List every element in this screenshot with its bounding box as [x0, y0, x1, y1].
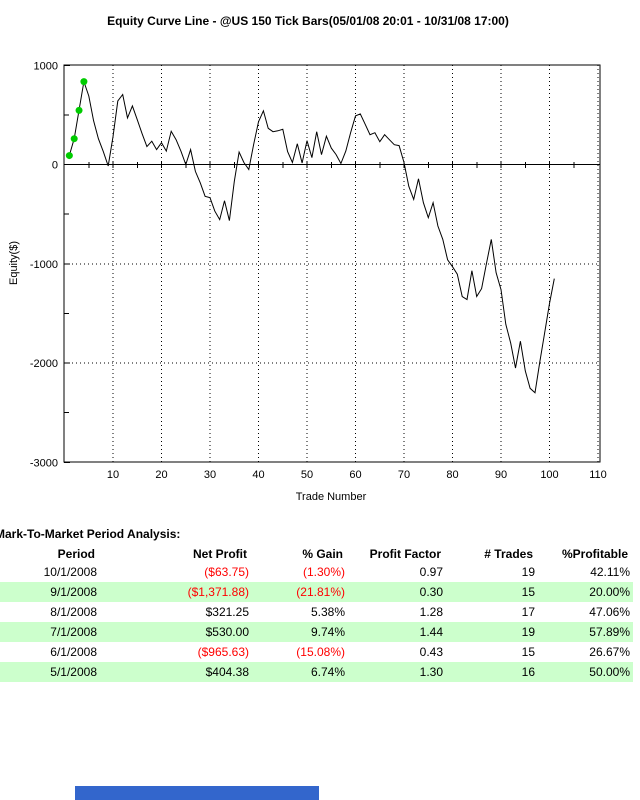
period-analysis-section: Mark-To-Market Period Analysis: Period Ne…: [0, 527, 640, 682]
equity-curve-chart: 1000 0 -1000 -2000 -3000 10 20 30 40 50 60 70 80 90 10…: [8, 60, 607, 503]
x-tick-label: 30: [204, 469, 216, 481]
analysis-title: Mark-To-Market Period Analysis:: [0, 527, 181, 541]
x-tick-label: 60: [349, 469, 361, 481]
chart-title: Equity Curve Line - @US 150 Tick Bars(05…: [107, 14, 509, 28]
table-cell: 6.74%: [310, 665, 345, 679]
table-row: 5/1/2008 $404.38 6.74% 1.30 16 50.00%: [0, 662, 633, 682]
table-cell: (1.30%): [302, 565, 345, 579]
table-cell: 26.67%: [589, 645, 630, 659]
trade-marker: [80, 78, 88, 86]
table-cell: 1.28: [419, 605, 443, 619]
table-cell: 5.38%: [310, 605, 345, 619]
table-cell: $530.00: [205, 625, 249, 639]
table-cell: 16: [521, 665, 535, 679]
x-axis-label: Trade Number: [296, 491, 367, 503]
table-cell: 20.00%: [589, 585, 630, 599]
x-tick-label: 70: [398, 469, 410, 481]
table-cell: 19: [521, 565, 535, 579]
x-tick-label: 80: [446, 469, 458, 481]
y-tick-label: -1000: [30, 259, 58, 271]
trade-marker: [65, 152, 73, 160]
x-tick-label: 100: [540, 469, 558, 481]
table-row: 9/1/2008 ($1,371.88) (21.81%) 0.30 15 20.00%: [0, 582, 633, 602]
table-cell: 42.11%: [590, 565, 630, 579]
y-tick-label: -3000: [30, 457, 58, 469]
table-cell: 1.30: [419, 665, 443, 679]
table-cell: $404.38: [205, 665, 249, 679]
table-cell: $321.25: [205, 605, 249, 619]
table-cell: 0.97: [419, 565, 443, 579]
table-cell: ($965.63): [197, 645, 249, 659]
column-header: Profit Factor: [369, 546, 441, 561]
analysis-table: Period Net Profit % Gain Profit Factor # Tra…: [0, 545, 633, 682]
column-header: # Trades: [484, 546, 533, 561]
table-cell: (15.08%): [296, 645, 345, 659]
table-row: 7/1/2008 $530.00 9.74% 1.44 19 57.89%: [0, 622, 633, 642]
table-cell: 9/1/2008: [50, 585, 97, 599]
table-cell: 5/1/2008: [50, 665, 97, 679]
y-tick-label: -2000: [30, 358, 58, 370]
table-cell: 0.43: [419, 645, 443, 659]
trade-marker: [75, 106, 83, 114]
x-tick-label: 10: [107, 469, 119, 481]
table-cell: 47.06%: [589, 605, 630, 619]
table-row: 6/1/2008 ($965.63) (15.08%) 0.43 15 26.67%: [0, 642, 633, 662]
trade-marker: [70, 135, 78, 143]
y-tick-label: 1000: [34, 60, 58, 72]
equity-curve-line: [68, 81, 555, 394]
y-axis-label: Equity($): [8, 241, 20, 285]
table-cell: 17: [521, 605, 535, 619]
horizontal-scrollbar-thumb[interactable]: [75, 786, 319, 800]
table-cell: 50.00%: [589, 665, 630, 679]
table-cell: 19: [521, 625, 535, 639]
table-cell: 8/1/2008: [50, 605, 97, 619]
table-cell: ($1,371.88): [187, 585, 249, 599]
y-tick-label: 0: [52, 160, 58, 172]
x-tick-label: 40: [252, 469, 264, 481]
table-cell: 6/1/2008: [50, 645, 97, 659]
table-cell: 7/1/2008: [50, 625, 97, 639]
x-tick-label: 110: [589, 469, 607, 481]
table-row: 10/1/2008 ($63.75) (1.30%) 0.97 19 42.11%: [0, 562, 633, 582]
table-cell: 57.89%: [589, 625, 630, 639]
table-cell: 15: [521, 585, 535, 599]
table-cell: 0.30: [419, 585, 443, 599]
table-cell: 9.74%: [310, 625, 345, 639]
column-header: Period: [57, 546, 95, 561]
column-header: %Profitable: [561, 546, 628, 561]
header-row: Period Net Profit % Gain Profit Factor # Tra…: [0, 545, 633, 562]
table-cell: (21.81%): [296, 585, 345, 599]
x-tick-label: 20: [155, 469, 167, 481]
column-header: Net Profit: [193, 546, 247, 561]
column-header: % Gain: [302, 546, 343, 561]
table-cell: 15: [521, 645, 535, 659]
table-cell: 10/1/2008: [43, 565, 97, 579]
table-cell: ($63.75): [204, 565, 249, 579]
table-row: 8/1/2008 $321.25 5.38% 1.28 17 47.06%: [0, 602, 633, 622]
x-tick-label: 50: [301, 469, 313, 481]
x-tick-label: 90: [495, 469, 507, 481]
table-cell: 1.44: [419, 625, 443, 639]
